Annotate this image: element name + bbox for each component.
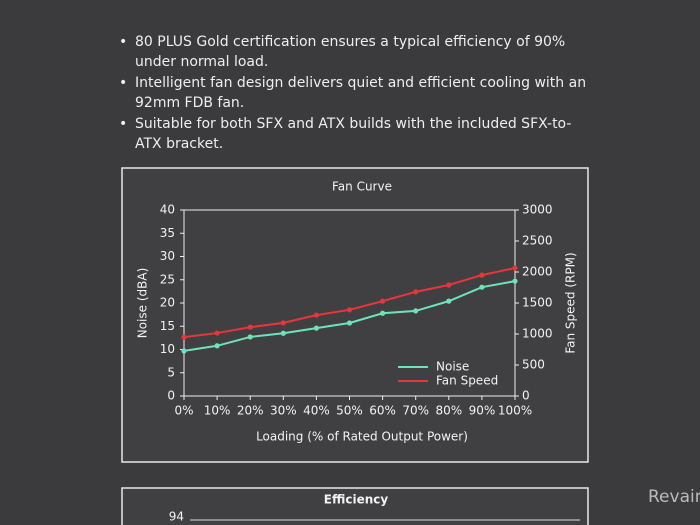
bullet: Suitable for both SFX and ATX builds wit… <box>116 114 596 154</box>
y-tick-label: 0 <box>167 389 175 403</box>
bullet: 80 PLUS Gold certification ensures a typ… <box>116 32 596 72</box>
y-tick-label: 15 <box>160 319 175 333</box>
y-axis-label: Noise (dBA) <box>136 268 150 339</box>
legend-label: Noise <box>436 360 469 374</box>
series-point <box>512 278 518 284</box>
y-tick-label: 30 <box>160 249 175 263</box>
series-point <box>380 310 386 316</box>
series-point <box>247 334 253 340</box>
bullet-list: 80 PLUS Gold certification ensures a typ… <box>116 32 596 155</box>
series-point <box>313 325 319 331</box>
y-tick-label: 25 <box>160 272 175 286</box>
series-point <box>479 284 485 290</box>
series-point <box>181 348 187 354</box>
x-tick-label: 0% <box>174 404 193 418</box>
y2-tick-label: 3000 <box>522 203 553 217</box>
y-tick-label: 10 <box>160 342 175 356</box>
series-point <box>413 308 419 314</box>
y2-tick-label: 500 <box>522 358 545 372</box>
x-tick-label: 90% <box>469 404 496 418</box>
y2-axis-label: Fan Speed (RPM) <box>564 252 578 353</box>
series-point <box>512 265 518 271</box>
y-tick-label: 20 <box>160 296 175 310</box>
y2-tick-label: 0 <box>522 389 530 403</box>
series-point <box>247 324 253 330</box>
series-point <box>181 334 187 340</box>
series-point <box>446 298 452 304</box>
x-tick-label: 60% <box>369 404 396 418</box>
y-tick-label: 40 <box>160 203 175 217</box>
series-point <box>313 312 319 318</box>
series-point <box>214 330 220 336</box>
x-tick-label: 30% <box>270 404 297 418</box>
y2-tick-label: 2500 <box>522 234 553 248</box>
series-point <box>413 289 419 295</box>
x-tick-label: 10% <box>204 404 231 418</box>
efficiency-title: Efficiency <box>324 493 389 507</box>
y2-tick-label: 1000 <box>522 327 553 341</box>
chart-frame <box>121 167 589 463</box>
x-tick-label: 40% <box>303 404 330 418</box>
bullet: Intelligent fan design delivers quiet an… <box>116 73 596 113</box>
x-tick-label: 20% <box>237 404 264 418</box>
y-tick-label: 35 <box>160 226 175 240</box>
x-tick-label: 70% <box>402 404 429 418</box>
efficiency-frame <box>121 487 589 525</box>
x-tick-label: 80% <box>435 404 462 418</box>
y2-tick-label: 2000 <box>522 265 553 279</box>
series-point <box>380 298 386 304</box>
series-point <box>479 272 485 278</box>
y2-tick-label: 1500 <box>522 296 553 310</box>
series-point <box>346 307 353 313</box>
y-tick-label: 5 <box>167 365 175 379</box>
series-point <box>280 320 286 326</box>
series-point <box>280 330 286 336</box>
series-point <box>214 343 220 349</box>
efficiency-tick: 94 <box>169 510 184 524</box>
x-tick-label: 100% <box>498 404 532 418</box>
series-point <box>346 320 353 326</box>
x-tick-label: 50% <box>336 404 363 418</box>
x-axis-label: Loading (% of Rated Output Power) <box>256 430 468 444</box>
chart-title: Fan Curve <box>332 180 392 194</box>
watermark: Revain <box>648 487 700 507</box>
legend-label: Fan Speed <box>436 374 498 388</box>
series-point <box>446 282 452 288</box>
